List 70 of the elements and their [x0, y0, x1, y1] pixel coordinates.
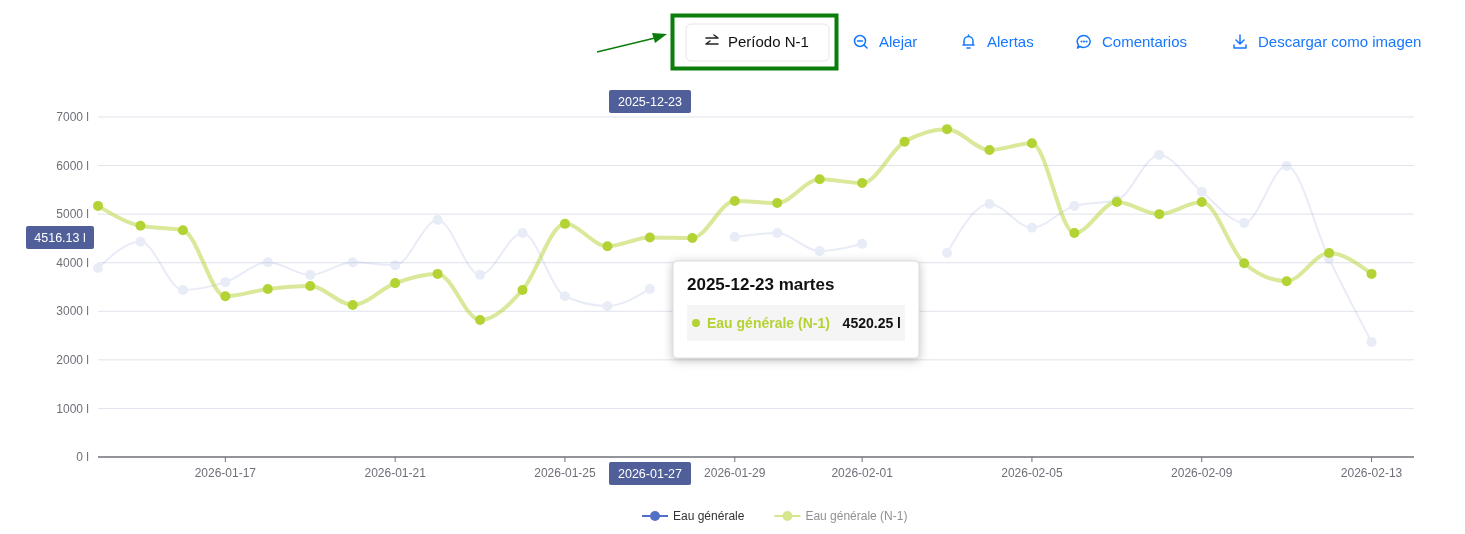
point: [899, 136, 910, 147]
point: [93, 200, 103, 211]
point: [390, 260, 401, 271]
x-tick-label: 2026-02-13: [1340, 466, 1403, 481]
point: [1069, 228, 1080, 239]
x-tick-label: 2026-02-01: [831, 466, 894, 481]
point: [814, 246, 825, 257]
point: [262, 257, 273, 268]
point: [135, 220, 146, 231]
point: [687, 232, 698, 243]
point: [1026, 138, 1037, 149]
point: [220, 291, 231, 302]
y-tick-label: 2000 l: [56, 353, 89, 368]
text: Comentarios: [1102, 33, 1188, 51]
x-tick-label: 2026-01-21: [364, 466, 427, 481]
point: [559, 218, 570, 229]
y-tick-label: 3000 l: [56, 304, 89, 319]
point: [1281, 276, 1292, 287]
point: [602, 241, 613, 252]
y-tick-label: 6000 l: [56, 158, 89, 173]
annotation: 4520.25 l: [842, 314, 901, 331]
point: [1366, 268, 1377, 279]
point: [93, 263, 103, 274]
point: [1281, 161, 1292, 172]
point: [857, 178, 868, 189]
annotation: 2025-12-23 martes: [687, 274, 835, 294]
x-tick-label: 2026-01-29: [704, 466, 766, 481]
y-tick-label: 0 l: [76, 450, 89, 465]
annotation: Eau générale (N-1): [707, 314, 830, 331]
point: [814, 174, 825, 185]
y-tick-label: 7000 l: [56, 110, 89, 125]
point: [602, 300, 613, 311]
pointer-label: 2026-01-27: [609, 462, 691, 485]
point: [432, 268, 443, 279]
point: [390, 278, 401, 289]
point: [305, 281, 316, 292]
point: [347, 257, 358, 268]
point: [220, 277, 231, 288]
text: Descargar como imagen: [1258, 33, 1422, 51]
point: [517, 284, 528, 295]
x-tick-label: 2026-02-09: [1171, 466, 1233, 481]
point: [729, 196, 740, 207]
pointer-label: 2025-12-23: [609, 90, 691, 113]
legend-label: Eau générale: [673, 509, 745, 524]
point: [984, 145, 995, 156]
pointer-label: 4516.13 l: [26, 226, 94, 249]
point: [347, 299, 358, 310]
point: [475, 315, 486, 326]
point: [1196, 186, 1207, 197]
point: [1324, 248, 1335, 258]
point: [772, 197, 783, 208]
legend-label: Eau générale (N-1): [805, 509, 908, 524]
x-tick-label: 2026-01-17: [194, 466, 257, 481]
point: [1239, 258, 1250, 269]
point: [644, 232, 655, 243]
point: [262, 283, 273, 294]
y-tick-label: 1000 l: [56, 401, 89, 416]
y-tick-label: 4000 l: [56, 255, 89, 270]
text: Alejar: [879, 33, 918, 51]
text: Período N-1: [728, 33, 809, 51]
point: [305, 269, 316, 280]
point: [1196, 197, 1207, 207]
point: [177, 225, 188, 236]
y-tick-label: 5000 l: [56, 207, 89, 222]
x-tick-label: 2026-01-25: [534, 466, 596, 481]
point: [1154, 209, 1165, 220]
x-tick-label: 2026-02-05: [1001, 466, 1063, 481]
point: [942, 124, 953, 135]
tooltip-box: 2025-12-23 martes Eau générale (N-1) 4520.25 l: [672, 260, 920, 359]
text: Alertas: [987, 33, 1034, 51]
